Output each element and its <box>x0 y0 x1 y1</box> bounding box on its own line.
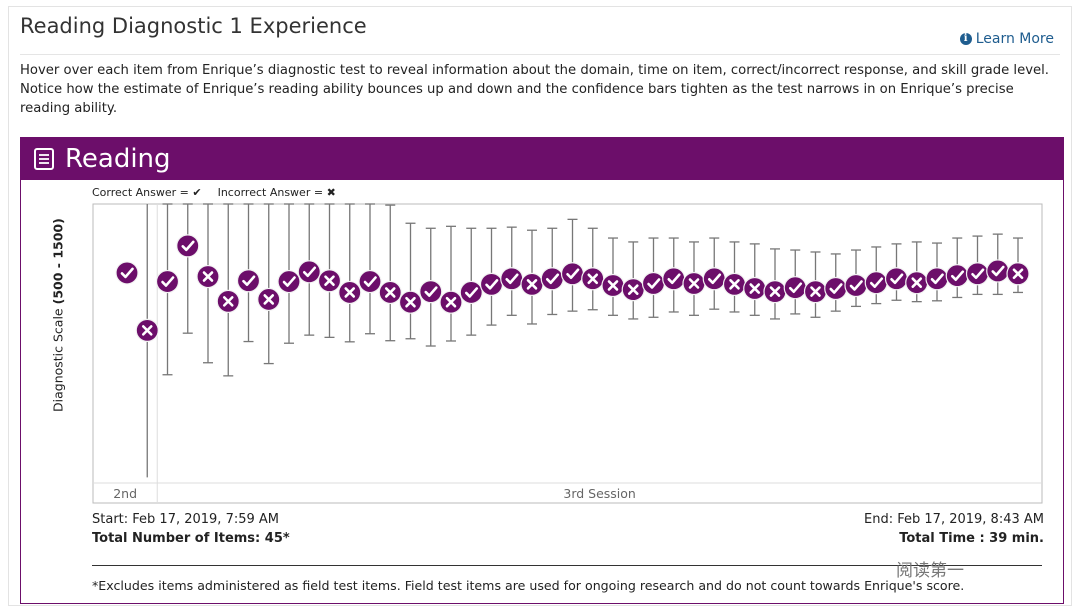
book-icon <box>34 148 54 170</box>
item-marker-44 <box>986 259 1010 283</box>
item-marker-18 <box>459 280 483 305</box>
x-icon <box>384 287 396 298</box>
item-marker-16 <box>419 280 443 304</box>
check-icon <box>788 282 803 293</box>
x-icon <box>587 273 599 285</box>
start-time: Start: Feb 17, 2019, 7:59 AM <box>92 512 280 527</box>
item-marker-4 <box>176 234 200 258</box>
item-marker-28 <box>662 267 686 291</box>
reading-panel-header: Reading <box>21 138 1063 180</box>
item-marker-41 <box>925 267 949 291</box>
check-icon <box>363 276 377 287</box>
check-icon <box>424 286 438 297</box>
x-icon <box>749 283 761 294</box>
description-text: Hover over each item from Enrique’s diag… <box>20 63 1049 116</box>
session-label-3rd: 3rd Session <box>563 486 635 501</box>
x-icon <box>769 286 781 297</box>
check-icon <box>829 283 843 294</box>
check-icon <box>667 273 681 285</box>
item-marker-20 <box>500 267 524 291</box>
page-title: Reading Diagnostic 1 Experience <box>20 14 367 38</box>
item-marker-19 <box>479 272 504 296</box>
item-marker-3 <box>155 269 180 294</box>
x-icon <box>405 296 416 308</box>
footnote: *Excludes items administered as field te… <box>92 578 965 593</box>
check-icon <box>647 278 661 289</box>
check-icon <box>485 279 499 290</box>
title-divider <box>20 54 1060 55</box>
item-marker-34 <box>783 276 807 300</box>
total-time: Total Time : 39 min. <box>899 531 1044 546</box>
x-icon <box>445 296 457 308</box>
check-icon <box>930 273 944 285</box>
item-marker-27 <box>641 271 666 296</box>
watermark: 阅读第一 <box>896 561 964 581</box>
learn-more-label: Learn More <box>975 31 1054 47</box>
x-icon <box>222 296 234 307</box>
item-marker-43 <box>965 262 990 286</box>
item-marker-1 <box>115 261 139 285</box>
check-icon <box>161 276 175 287</box>
x-icon <box>1012 268 1024 280</box>
x-icon <box>688 278 700 289</box>
item-marker-39 <box>884 267 909 291</box>
check-icon <box>890 273 904 285</box>
plot-area <box>92 203 1043 504</box>
x-icon <box>202 271 214 282</box>
x-icon <box>607 280 619 291</box>
legend-incorrect-label: Incorrect Answer = <box>217 186 324 199</box>
x-icon <box>911 277 923 288</box>
item-marker-22 <box>540 267 564 291</box>
check-icon <box>242 275 256 287</box>
check-icon <box>505 273 519 285</box>
check-icon <box>545 273 560 285</box>
check-icon <box>282 276 296 287</box>
chart-legend: Correct Answer = ✔ Incorrect Answer = ✖ <box>92 186 336 199</box>
check-icon: ✔ <box>192 186 202 199</box>
learn-more-link[interactable]: i Learn More <box>959 31 1054 47</box>
x-icon <box>810 286 821 297</box>
check-icon <box>302 266 317 278</box>
check-icon <box>464 287 479 298</box>
check-icon <box>950 270 965 282</box>
check-icon <box>971 268 985 280</box>
summary-divider <box>92 565 1042 566</box>
x-icon <box>344 287 356 298</box>
check-icon <box>869 277 884 288</box>
end-time: End: Feb 17, 2019, 8:43 AM <box>864 512 1044 527</box>
item-marker-10 <box>297 260 321 284</box>
legend-correct-label: Correct Answer = <box>92 186 189 199</box>
item-marker-23 <box>560 262 585 286</box>
check-icon <box>849 280 863 291</box>
x-icon <box>729 279 740 290</box>
item-marker-36 <box>824 276 848 301</box>
x-icon <box>627 284 639 295</box>
x-icon <box>526 279 538 290</box>
panel-title: Reading <box>65 144 171 174</box>
item-marker-13 <box>358 269 382 294</box>
check-icon <box>707 273 722 285</box>
item-marker-9 <box>277 269 301 294</box>
x-icon: ✖ <box>326 186 336 199</box>
session-label-2nd: 2nd <box>113 486 137 501</box>
check-icon <box>120 267 134 279</box>
total-items: Total Number of Items: 45* <box>92 531 290 546</box>
item-marker-7 <box>236 269 261 293</box>
x-icon <box>324 275 335 287</box>
legend-correct: Correct Answer = ✔ <box>92 186 202 199</box>
x-icon <box>141 325 153 336</box>
item-marker-30 <box>702 267 726 291</box>
check-icon <box>181 240 195 252</box>
page-frame <box>8 6 1072 606</box>
item-marker-37 <box>844 273 868 298</box>
legend-incorrect: Incorrect Answer = ✖ <box>218 186 336 199</box>
info-icon: i <box>959 33 972 45</box>
item-marker-38 <box>864 271 888 295</box>
check-icon <box>991 265 1005 277</box>
check-icon <box>566 268 580 280</box>
item-marker-42 <box>945 264 969 288</box>
x-icon <box>263 294 275 305</box>
